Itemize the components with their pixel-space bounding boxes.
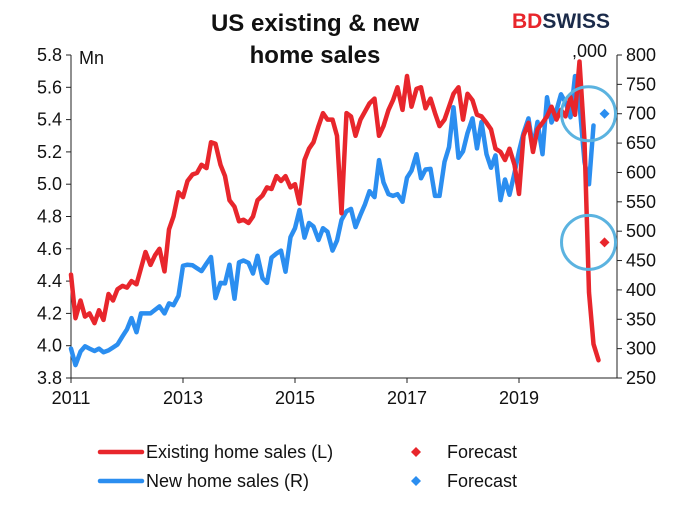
right-tick-label: 400 [626,280,656,300]
left-tick-label: 5.8 [37,45,62,65]
right-tick-label: 650 [626,133,656,153]
legend: Existing home sales (L) Forecast New hom… [97,442,517,491]
legend-label-existing: Existing home sales (L) [146,442,333,462]
left-axis-unit: Mn [79,48,104,68]
chart-title-line-1: US existing & new [211,10,419,37]
x-axis-ticks: 2011 2013 2015 2017 2019 [52,378,539,408]
left-tick-label: 4.8 [37,207,62,227]
brand-logo: BDSWISS [512,10,610,33]
forecast-marker [599,237,610,248]
x-tick-label: 2017 [387,388,427,408]
forecast-markers [560,85,618,271]
left-tick-label: 4.2 [37,303,62,323]
left-axis-ticks: 5.8 5.6 5.4 5.2 5.0 4.8 4.6 4.4 4.2 4.0 3.8 [37,45,71,388]
chart-title-line-2: home sales [250,42,381,69]
right-axis-unit: ,000 [572,41,607,61]
legend-swatch-forecast-existing [411,447,421,457]
right-tick-label: 550 [626,192,656,212]
right-tick-label: 800 [626,45,656,65]
left-tick-label: 5.2 [37,142,62,162]
legend-label-forecast-new: Forecast [447,471,517,491]
left-tick-label: 4.4 [37,271,62,291]
right-tick-label: 600 [626,162,656,182]
left-tick-label: 4.0 [37,336,62,356]
series-line-existing-home-sales [68,59,601,363]
highlight-circle [560,213,618,271]
brand-logo-swiss: SWISS [542,10,610,33]
left-tick-label: 3.8 [37,368,62,388]
right-axis-ticks: 800 750 700 650 600 550 500 450 400 350 300 250 [617,45,656,388]
highlight-circle [560,85,618,143]
left-tick-label: 4.6 [37,239,62,259]
left-tick-label: 5.6 [37,77,62,97]
forecast-marker [599,108,610,119]
right-tick-label: 700 [626,104,656,124]
x-tick-label: 2011 [52,388,91,408]
legend-swatch-forecast-new [411,476,421,486]
x-tick-label: 2015 [275,388,315,408]
right-tick-label: 300 [626,339,656,359]
left-tick-label: 5.4 [37,110,62,130]
legend-label-new: New home sales (R) [146,471,309,491]
right-tick-label: 750 [626,74,656,94]
right-tick-label: 350 [626,309,656,329]
left-tick-label: 5.0 [37,174,62,194]
right-tick-label: 500 [626,221,656,241]
x-tick-label: 2013 [163,388,203,408]
right-tick-label: 250 [626,368,656,388]
right-tick-label: 450 [626,251,656,271]
x-tick-label: 2019 [499,388,539,408]
series-line-new-home-sales [68,73,596,368]
legend-label-forecast-existing: Forecast [447,442,517,462]
brand-logo-bd: BD [512,10,542,33]
